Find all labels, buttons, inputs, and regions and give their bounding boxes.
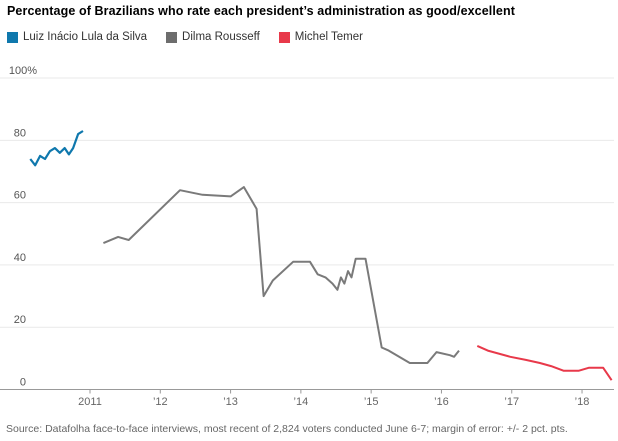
legend-label-lula: Luiz Inácio Lula da Silva [23, 31, 148, 43]
legend-swatch-temer-icon [278, 31, 290, 43]
y-axis-label: 40 [14, 252, 26, 264]
legend-item-temer: Michel Temer [278, 31, 363, 43]
series-line-0 [29, 130, 84, 167]
y-axis-label: 100% [9, 65, 37, 77]
legend-swatch-lula-icon [7, 31, 18, 43]
y-axis-label: 60 [14, 190, 26, 202]
y-axis-label: 80 [14, 127, 26, 139]
x-axis-label: 2011 [78, 396, 102, 408]
x-axis-label: ’12 [153, 396, 168, 408]
x-axis-label: ’16 [434, 396, 449, 408]
x-axis-label: ’13 [223, 396, 238, 408]
y-axis-label: 0 [20, 377, 26, 389]
series-line-2 [476, 344, 613, 381]
legend-swatch-rousseff-icon [166, 31, 178, 43]
chart-canvas: 0 20 40 60 80 100% 2011 ’12 ’13 ’14 ’15 ’16 ’17 ’18 [0, 65, 614, 408]
x-axis-label: ’15 [364, 396, 379, 408]
chart-title: Percentage of Brazilians who rate each p… [7, 4, 515, 18]
x-axis-label: ’18 [575, 396, 590, 408]
series-line-1 [103, 186, 460, 364]
source-note: Source: Datafolha face-to-face interview… [6, 423, 568, 435]
legend-item-lula: Luiz Inácio Lula da Silva [7, 31, 147, 43]
y-axis-label: 20 [14, 314, 26, 326]
legend: Luiz Inácio Lula da Silva Dilma Rousseff… [7, 31, 363, 43]
x-axis-label: ’14 [294, 396, 309, 408]
legend-item-rousseff: Dilma Rousseff [166, 31, 260, 43]
legend-label-rousseff: Dilma Rousseff [182, 31, 260, 43]
legend-label-temer: Michel Temer [294, 31, 363, 43]
x-axis-label: ’17 [504, 396, 519, 408]
